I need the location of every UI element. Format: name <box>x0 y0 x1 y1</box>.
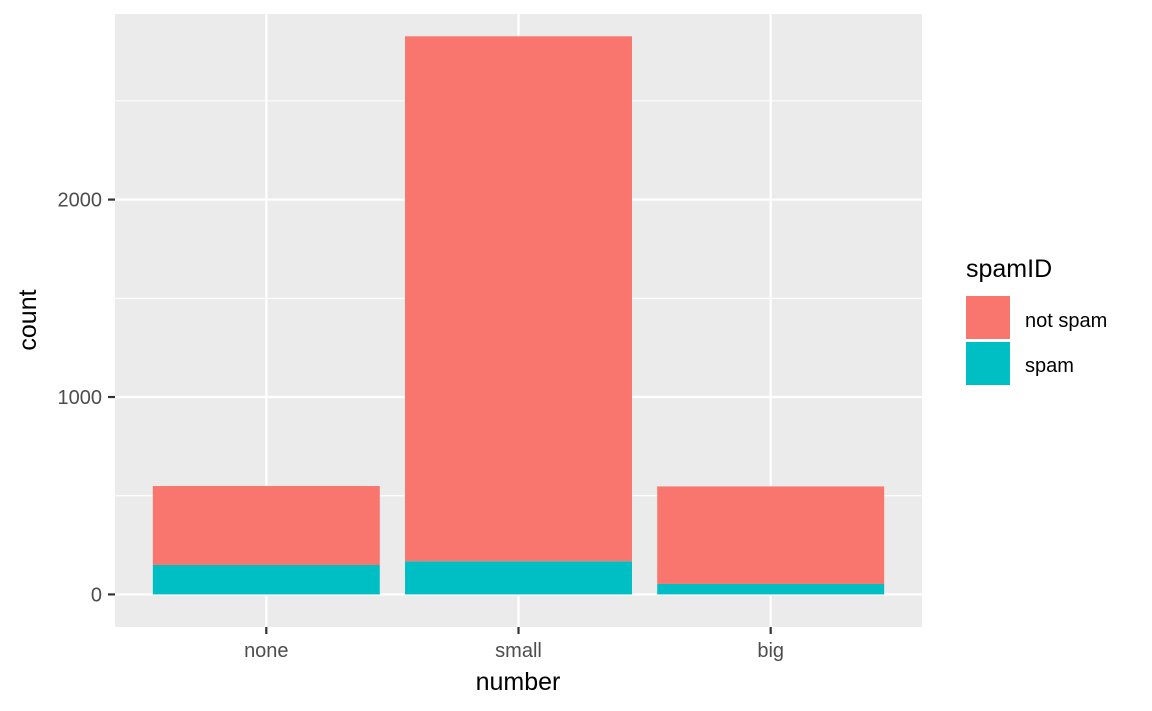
x-tick-label-small: small <box>495 640 542 662</box>
legend-title: spamID <box>966 255 1052 283</box>
legend-label-spam: spam <box>1025 355 1074 377</box>
bar-small-spam <box>405 561 632 595</box>
y-tick-label: 2000 <box>58 190 103 212</box>
x-tick-label-none: none <box>244 640 289 662</box>
x-axis-ticks: none small big <box>244 627 784 662</box>
y-axis-ticks: 0 1000 2000 <box>58 190 115 606</box>
x-axis-title: number <box>476 668 561 696</box>
legend-item-not-spam: not spam <box>966 296 1107 339</box>
y-tick-label: 1000 <box>58 387 103 409</box>
bar-small-not-spam <box>405 36 632 562</box>
legend-key-not-spam <box>966 296 1010 339</box>
legend-label-not-spam: not spam <box>1025 310 1107 332</box>
bar-big-not-spam <box>657 486 885 584</box>
legend-item-spam: spam <box>966 342 1074 385</box>
y-axis-title: count <box>14 289 42 350</box>
legend: spamID not spam spam <box>966 255 1107 385</box>
legend-key-spam <box>966 342 1010 385</box>
bar-big-spam <box>657 583 885 595</box>
y-tick-label: 0 <box>91 584 102 606</box>
x-tick-label-big: big <box>757 640 784 662</box>
bar-none-spam <box>152 565 380 595</box>
bar-none-not-spam <box>152 486 380 566</box>
bars <box>152 36 885 595</box>
